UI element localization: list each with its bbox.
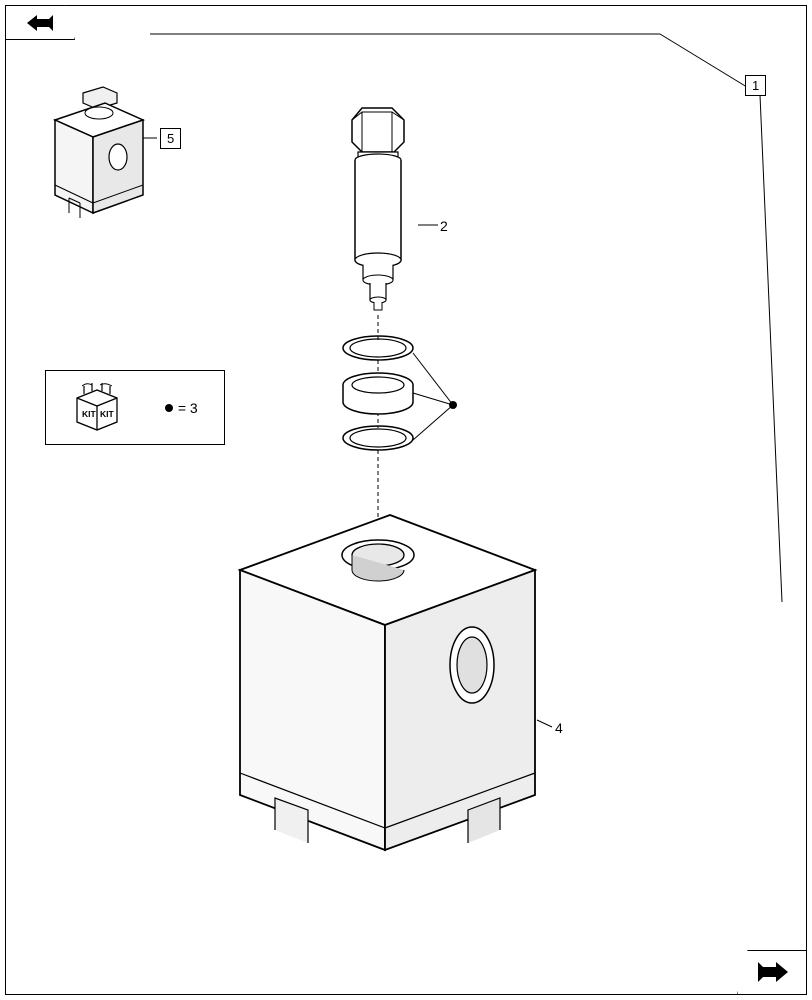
nav-forward-button[interactable] — [737, 950, 807, 995]
svg-text:KIT: KIT — [82, 409, 97, 419]
forward-arrow-icon — [755, 960, 790, 985]
callout-2: 2 — [440, 218, 448, 234]
callout-4: 4 — [555, 720, 563, 736]
kit-equals-label: = 3 — [178, 400, 198, 416]
part-seals — [325, 330, 435, 460]
kit-icon: KIT KIT — [72, 380, 122, 435]
callout-5-label: 5 — [167, 131, 174, 146]
part-small-valve — [45, 85, 165, 235]
nav-back-button[interactable] — [5, 5, 75, 40]
dot-icon — [165, 404, 173, 412]
part-main-body — [220, 495, 560, 865]
svg-text:KIT: KIT — [100, 409, 115, 419]
callout-2-label: 2 — [440, 218, 448, 234]
callout-4-label: 4 — [555, 720, 563, 736]
part-cartridge — [320, 100, 440, 320]
kit-legend-box: KIT KIT = 3 — [45, 370, 225, 445]
diagram-container: KIT KIT = 3 1 2 4 5 — [0, 0, 812, 1000]
back-arrow-icon — [25, 13, 55, 33]
kit-legend-text: = 3 — [165, 400, 198, 416]
callout-1: 1 — [745, 75, 766, 96]
callout-5: 5 — [160, 128, 181, 149]
callout-1-label: 1 — [752, 78, 759, 93]
